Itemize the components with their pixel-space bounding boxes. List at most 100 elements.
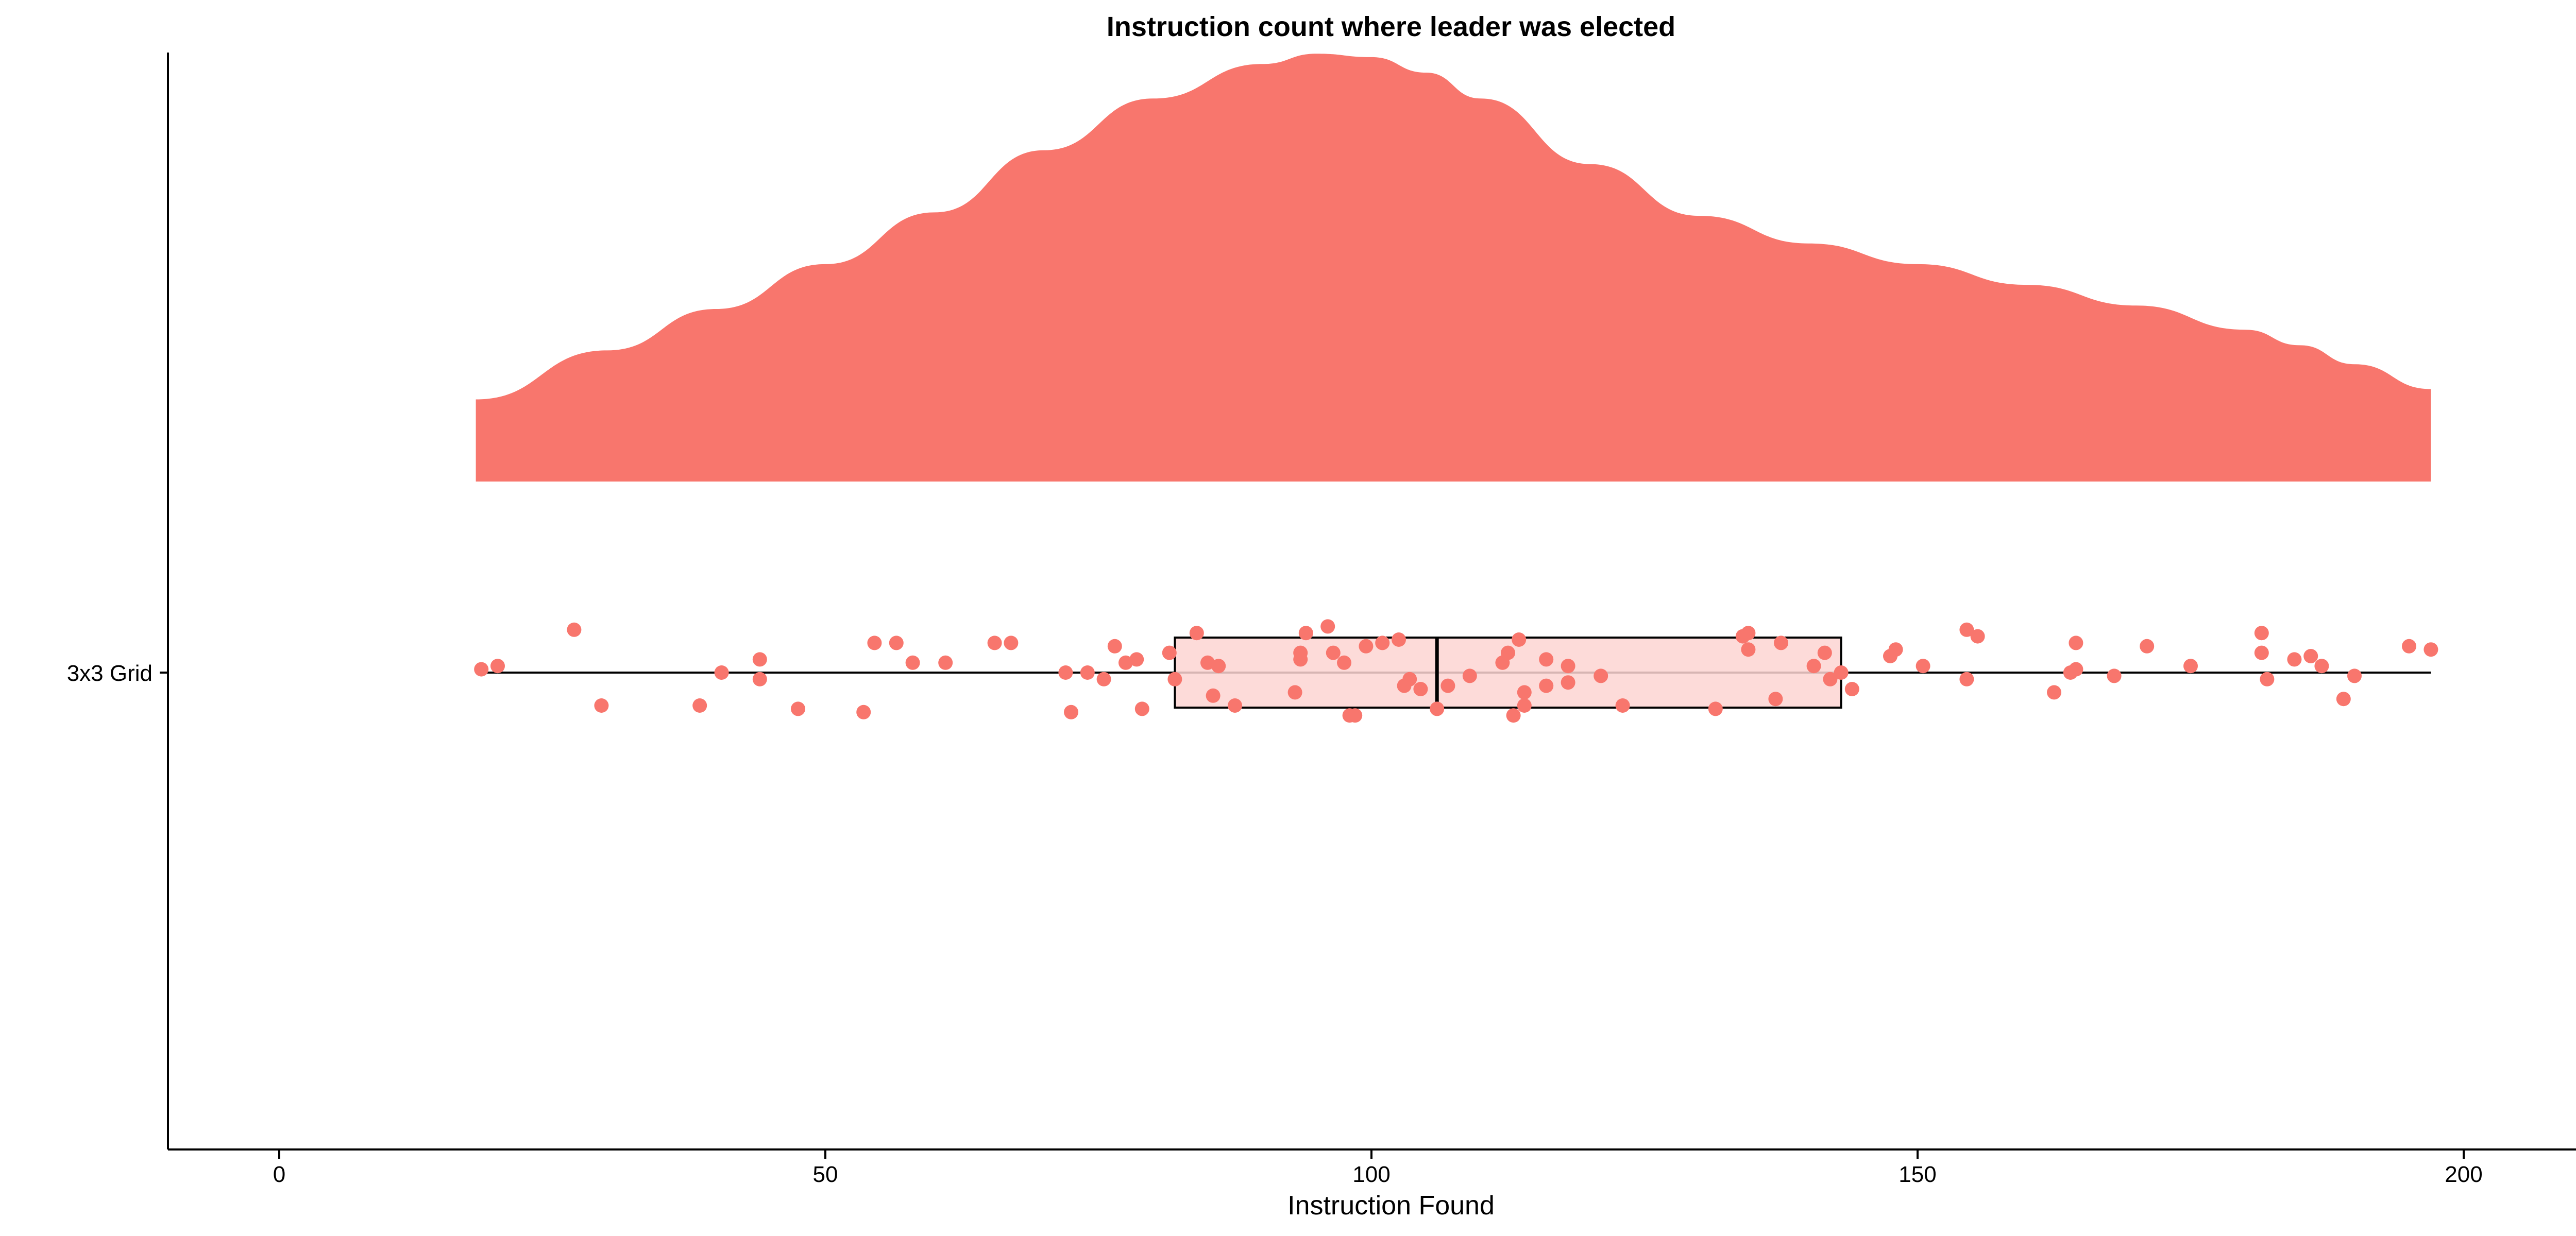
data-point [2069, 662, 2083, 677]
data-point [2402, 639, 2416, 654]
jitter-points [474, 619, 2438, 723]
data-point [1817, 645, 1832, 660]
data-point [2287, 652, 2302, 667]
data-point [2336, 692, 2351, 707]
data-point [1167, 672, 1182, 686]
data-point [490, 659, 505, 674]
data-point [2260, 672, 2275, 686]
data-point [692, 698, 707, 713]
data-point [791, 701, 805, 716]
data-point [1539, 678, 1554, 693]
data-point [594, 698, 609, 713]
boxplot [476, 637, 2431, 709]
data-point [2254, 626, 2269, 641]
chart-title: Instruction count where leader was elect… [1107, 11, 1675, 42]
data-point [1959, 672, 1974, 686]
data-point [1561, 675, 1575, 690]
data-point [1298, 626, 1313, 641]
data-point [474, 662, 489, 677]
data-point [1823, 672, 1838, 686]
data-point [2069, 636, 2083, 650]
data-point [1517, 698, 1532, 713]
data-point [1162, 645, 1177, 660]
data-point [889, 636, 904, 650]
x-tick-label: 150 [1899, 1162, 1936, 1187]
data-point [1834, 665, 1849, 680]
data-point [1107, 639, 1122, 654]
data-point [1402, 672, 1417, 686]
data-point [1058, 665, 1073, 680]
data-point [856, 705, 871, 719]
x-tick-label: 0 [273, 1162, 285, 1187]
data-point [1080, 665, 1095, 680]
data-point [1287, 685, 1302, 700]
data-point [1359, 639, 1374, 654]
data-point [1539, 652, 1554, 667]
density-area [476, 54, 2431, 482]
data-point [2347, 668, 2362, 683]
axes: 0 50 100 150 200 3x3 Grid [67, 53, 2576, 1187]
data-point [1741, 642, 1756, 657]
plot-area [474, 54, 2438, 723]
data-point [752, 672, 767, 686]
data-point [2107, 668, 2122, 683]
data-point [1462, 668, 1477, 683]
data-point [1440, 678, 1455, 693]
x-tick-label: 100 [1352, 1162, 1390, 1187]
data-point [1561, 659, 1575, 674]
data-point [1337, 655, 1351, 670]
data-point [1959, 622, 1974, 637]
data-point [1774, 636, 1788, 650]
data-point [1806, 659, 1821, 674]
data-point [1200, 655, 1215, 670]
data-point [2254, 645, 2269, 660]
data-point [1118, 655, 1133, 670]
data-point [1594, 668, 1608, 683]
x-tick-label: 200 [2445, 1162, 2482, 1187]
data-point [1189, 626, 1204, 641]
data-point [1888, 642, 1903, 657]
data-point [2303, 649, 2318, 663]
data-point [1430, 701, 1445, 716]
data-point [1004, 636, 1019, 650]
data-point [1293, 652, 1308, 667]
data-point [1844, 682, 1859, 696]
data-point [752, 652, 767, 667]
data-point [1413, 682, 1428, 696]
data-point [1741, 626, 1756, 641]
data-point [714, 665, 729, 680]
data-point [1517, 685, 1532, 700]
x-tick-label: 50 [813, 1162, 838, 1187]
data-point [1506, 708, 1521, 723]
data-point [1129, 652, 1144, 667]
data-point [938, 655, 953, 670]
data-point [1615, 698, 1630, 713]
data-point [2424, 642, 2438, 657]
data-point [567, 622, 582, 637]
data-point [1970, 629, 1985, 644]
data-point [1708, 701, 1723, 716]
data-point [2183, 659, 2198, 674]
data-point [2140, 639, 2155, 654]
data-point [1348, 708, 1363, 723]
data-point [1916, 659, 1930, 674]
data-point [1375, 636, 1390, 650]
x-axis-ticks: 0 50 100 150 200 [273, 1149, 2483, 1187]
data-point [1096, 672, 1111, 686]
data-point [1064, 705, 1078, 719]
data-point [1320, 619, 1335, 634]
data-point [1392, 632, 1406, 647]
data-point [905, 655, 920, 670]
data-point [1211, 659, 1226, 674]
data-point [1768, 692, 1783, 707]
data-point [2047, 685, 2061, 700]
data-point [1512, 632, 1527, 647]
y-tick-label: 3x3 Grid [67, 661, 152, 686]
data-point [987, 636, 1002, 650]
x-axis-label: Instruction Found [1287, 1191, 1495, 1221]
data-point [2314, 659, 2329, 674]
data-point [1228, 698, 1242, 713]
data-point [867, 636, 882, 650]
data-point [1326, 645, 1341, 660]
